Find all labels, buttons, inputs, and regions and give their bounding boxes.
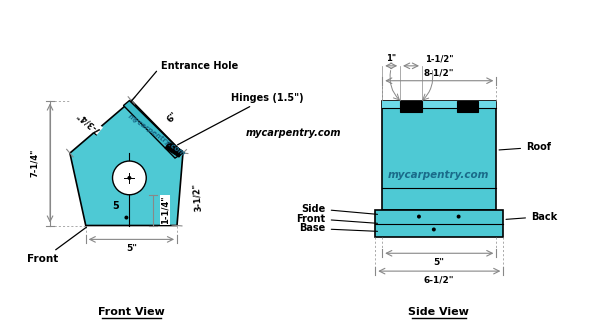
- Text: Entrance Hole: Entrance Hole: [131, 61, 239, 102]
- Polygon shape: [165, 142, 183, 157]
- Text: 1-1/2": 1-1/2": [425, 54, 454, 63]
- Bar: [456, 101, 478, 113]
- Bar: [375, 210, 503, 237]
- Text: Roof: Roof: [499, 142, 551, 152]
- Text: Front: Front: [297, 213, 378, 223]
- Text: Front View: Front View: [98, 307, 165, 317]
- Text: 3-1/2": 3-1/2": [192, 183, 203, 212]
- Circle shape: [432, 227, 436, 231]
- Text: Base: Base: [299, 223, 378, 233]
- Text: mycarpentry.com: mycarpentry.com: [246, 128, 341, 138]
- Text: 6-1/2": 6-1/2": [423, 275, 454, 284]
- Text: mycarpentry.com: mycarpentry.com: [126, 113, 186, 158]
- Bar: [382, 101, 497, 210]
- Text: Back: Back: [506, 211, 557, 221]
- Text: Side: Side: [302, 203, 378, 214]
- Text: 5: 5: [112, 201, 119, 211]
- Text: mycarpentry.com: mycarpentry.com: [388, 170, 489, 180]
- Circle shape: [112, 161, 146, 195]
- Text: 1-1/4": 1-1/4": [161, 196, 170, 224]
- Text: Side View: Side View: [408, 307, 469, 317]
- Text: 7-1/4": 7-1/4": [29, 149, 39, 177]
- Polygon shape: [124, 101, 183, 158]
- Circle shape: [417, 214, 421, 218]
- Text: 5": 5": [434, 258, 444, 267]
- Text: 7-3/4": 7-3/4": [75, 109, 102, 135]
- Circle shape: [127, 176, 131, 180]
- Text: Front: Front: [27, 227, 87, 264]
- Text: 1": 1": [386, 54, 396, 63]
- Text: 6": 6": [166, 110, 180, 124]
- Circle shape: [124, 215, 128, 219]
- Circle shape: [456, 214, 461, 218]
- Bar: [382, 101, 497, 109]
- Bar: [400, 101, 422, 113]
- Text: 5": 5": [126, 244, 137, 253]
- Text: Hinges (1.5"): Hinges (1.5"): [177, 93, 303, 145]
- Text: 8-1/2": 8-1/2": [423, 68, 454, 77]
- Polygon shape: [70, 101, 183, 225]
